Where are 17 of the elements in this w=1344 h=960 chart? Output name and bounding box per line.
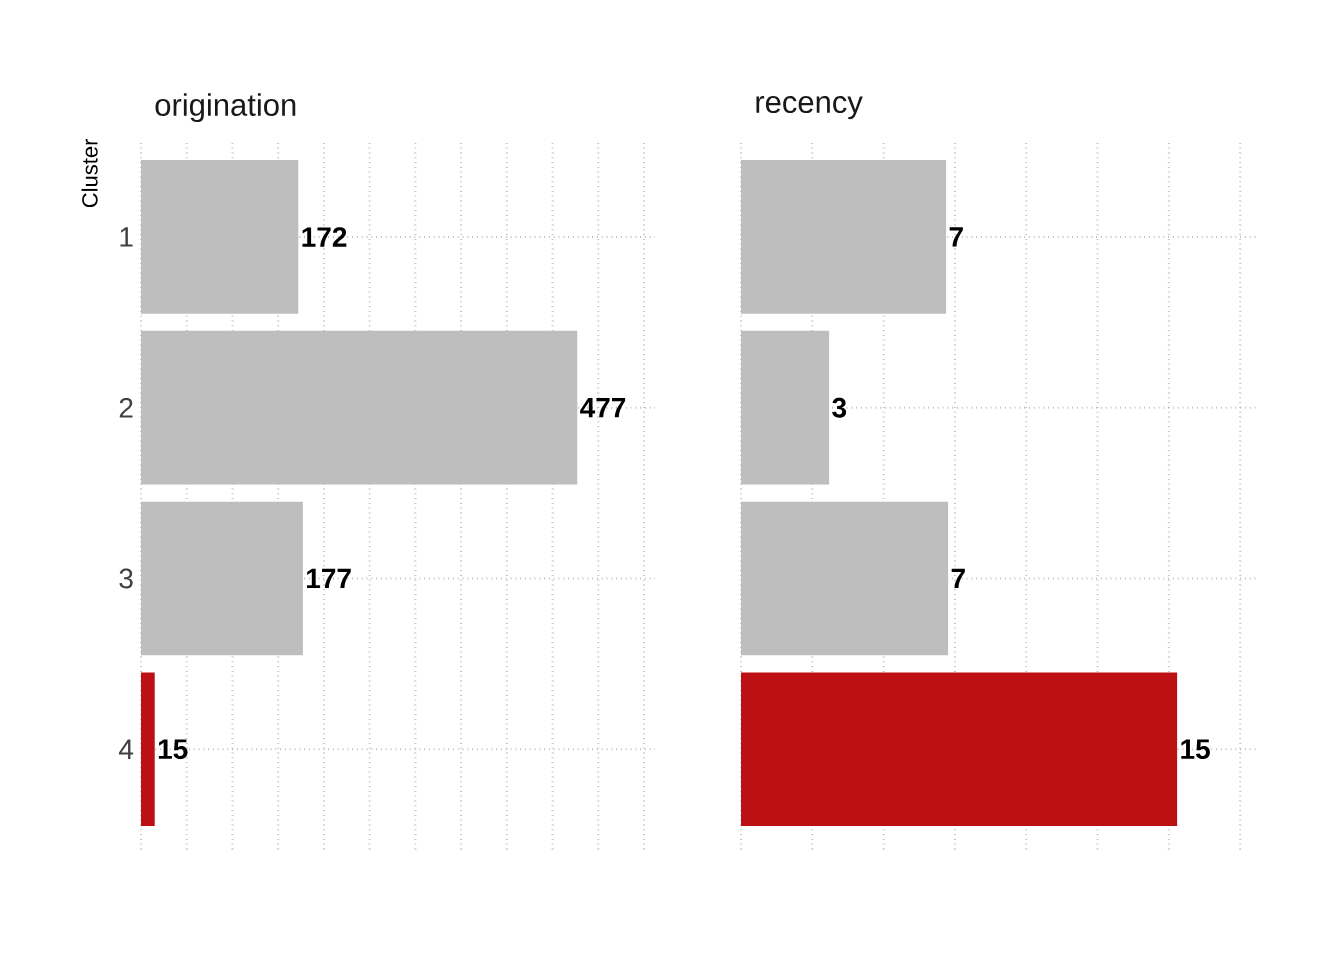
y-tick-label: 3: [119, 568, 133, 589]
data-label: 7: [949, 227, 963, 247]
data-label: 3: [832, 397, 847, 418]
bar: [741, 672, 1178, 827]
chart-title: recency: [756, 96, 863, 120]
chart-title: origination: [155, 93, 296, 123]
y-tick-label: 4: [118, 739, 134, 759]
data-label: 172: [302, 227, 347, 247]
y-tick-label: 2: [119, 397, 133, 418]
bar: [141, 672, 155, 827]
data-label: 7: [951, 568, 965, 589]
data-label: 15: [158, 739, 188, 760]
y-axis-title: Cluster: [81, 138, 98, 208]
data-label: 477: [580, 398, 626, 418]
data-label: 15: [1181, 739, 1210, 760]
y-tick-label: 1: [120, 227, 133, 247]
data-label: 177: [307, 568, 351, 589]
